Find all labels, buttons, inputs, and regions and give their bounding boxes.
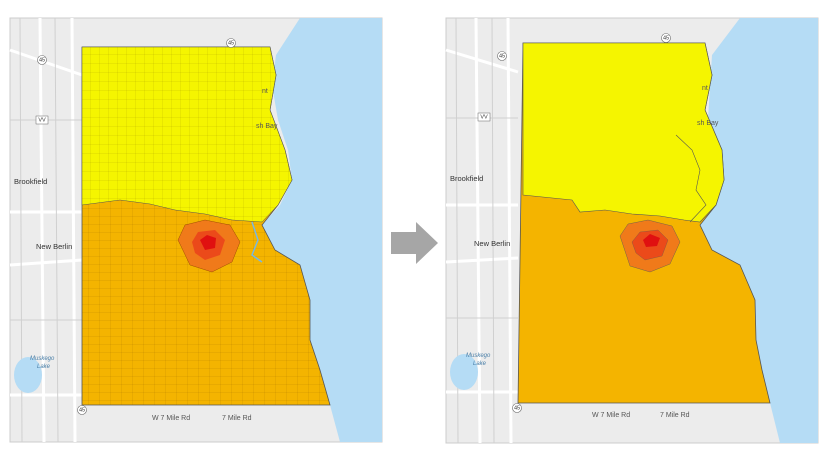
muskego-lake: [450, 354, 478, 390]
hwy-shield: [77, 405, 87, 415]
river: [251, 221, 263, 263]
hwy-label: 45: [39, 57, 45, 63]
county-label: VV: [38, 117, 46, 123]
county-yellow: [522, 42, 725, 223]
hwy-shield: [497, 51, 507, 61]
road-label: W 7 Mile Rd: [152, 415, 190, 422]
zone-red: [643, 234, 660, 247]
roads: [445, 17, 818, 444]
city-label: New Berlin: [474, 239, 510, 248]
county-label: VV: [480, 114, 488, 120]
place-label: sh Bay: [256, 123, 278, 130]
muskego-lake: [14, 357, 42, 393]
zone-red: [200, 235, 216, 250]
city-label: Brookfield: [450, 174, 483, 183]
hwy-shield: [661, 33, 671, 43]
hwy-shield: [512, 403, 522, 413]
hwy-label: 45: [228, 40, 234, 46]
map-before: Brookfield New Berlin Muskego Lake W 7 M…: [9, 17, 383, 443]
lake-label: Muskego: [30, 356, 55, 362]
tracts-yellow: [82, 47, 292, 222]
place-label: nt: [702, 85, 708, 92]
hwy-label: 45: [663, 35, 669, 41]
city-label: New Berlin: [36, 242, 72, 251]
county-shield: [35, 115, 49, 125]
map-after: Brookfield New Berlin Muskego Lake W 7 M…: [445, 17, 819, 444]
lake-label: Lake: [37, 364, 51, 370]
lake-michigan: [262, 18, 382, 442]
hwy-shield: [226, 38, 236, 48]
county-shield: [477, 112, 491, 122]
road-label: 7 Mile Rd: [222, 415, 252, 422]
hwy-label: 45: [79, 407, 85, 413]
tracts-orange: [82, 200, 330, 405]
road-label: 7 Mile Rd: [660, 412, 690, 419]
lake-label: Muskego: [466, 353, 491, 359]
road-label: W 7 Mile Rd: [592, 412, 630, 419]
hwy-label: 45: [499, 53, 505, 59]
hwy-shield: [37, 55, 47, 65]
arrow: [391, 222, 438, 264]
place-label: sh Bay: [697, 120, 719, 127]
lake-label: Lake: [473, 361, 487, 367]
lake-michigan: [700, 18, 818, 443]
river: [675, 134, 707, 223]
place-label: nt: [262, 88, 268, 95]
hwy-label: 45: [514, 405, 520, 411]
city-label: Brookfield: [14, 177, 47, 186]
